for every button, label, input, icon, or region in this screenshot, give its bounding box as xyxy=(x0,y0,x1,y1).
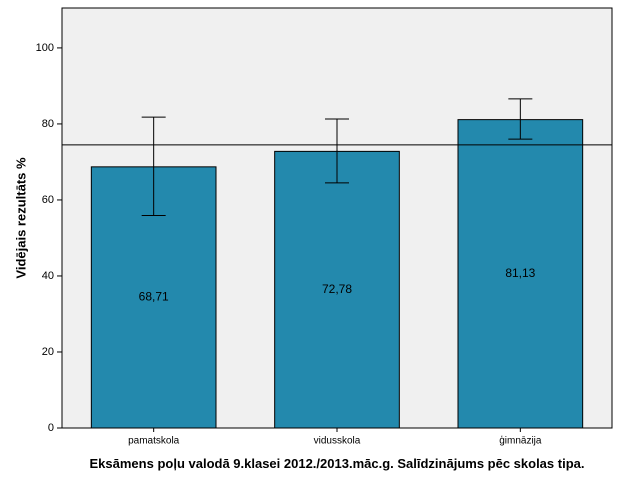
x-tick-label: ģimnāzija xyxy=(499,434,542,447)
y-axis-label: Vidējais rezultāts % xyxy=(13,157,28,279)
x-axis-label: Eksāmens poļu valodā 9.klasei 2012./2013… xyxy=(89,456,585,471)
x-tick-label: vidusskola xyxy=(314,436,361,447)
y-tick-label: 60 xyxy=(42,194,54,206)
y-tick-label: 80 xyxy=(42,118,54,130)
value-label: 81,13 xyxy=(505,266,535,280)
bar xyxy=(457,119,584,429)
y-tick-label: 40 xyxy=(42,270,54,282)
error-bar xyxy=(325,118,349,184)
y-tick-label: 20 xyxy=(42,346,54,358)
error-bar xyxy=(141,116,166,217)
bar xyxy=(274,150,400,429)
y-tick-label: 0 xyxy=(48,422,54,434)
y-tick-label: 100 xyxy=(36,42,54,54)
error-bar xyxy=(508,98,533,140)
value-label: 68,71 xyxy=(139,290,169,304)
x-tick-label: pamatskola xyxy=(128,436,180,447)
value-label: 72,78 xyxy=(322,282,352,296)
